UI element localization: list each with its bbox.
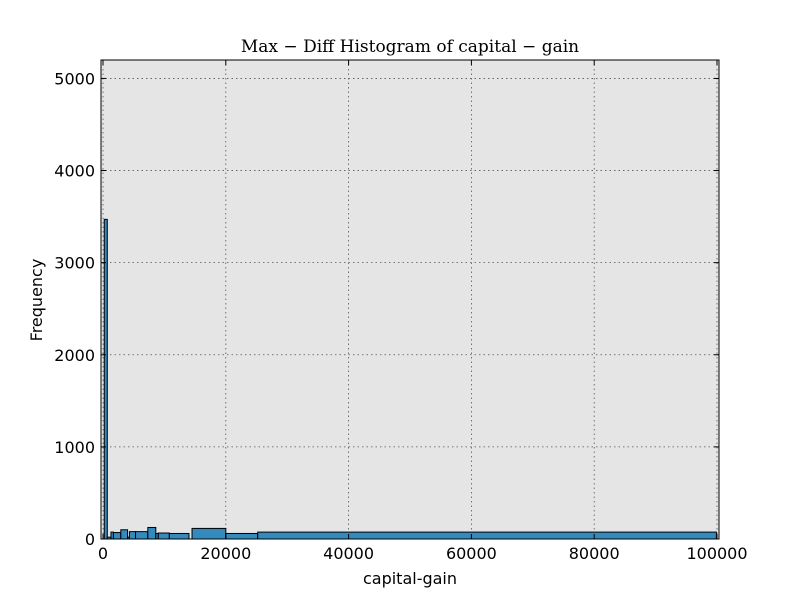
histogram-bar <box>120 529 129 540</box>
tick-marks <box>101 60 719 540</box>
tick-labels: 0 20000 40000 60000 80000 100000 0 1000 2000 3000… <box>54 69 747 563</box>
histogram-bar <box>168 532 190 540</box>
y-tick-label: 4000 <box>54 162 95 181</box>
y-tick-label: 0 <box>85 530 95 549</box>
histogram-bar <box>147 526 157 540</box>
histogram-bar <box>191 527 227 540</box>
plot-area <box>101 60 719 539</box>
x-tick-label: 40000 <box>323 544 374 563</box>
y-tick-label: 5000 <box>54 69 95 88</box>
grid-lines <box>101 60 719 540</box>
x-tick-label: 80000 <box>569 544 620 563</box>
chart-title: Max − Diff Histogram of capital − gain <box>241 37 579 57</box>
histogram-bar <box>103 218 108 540</box>
histogram-bar <box>157 532 170 540</box>
y-tick-label: 2000 <box>54 346 95 365</box>
x-tick-label: 0 <box>98 544 108 563</box>
histogram-bar <box>128 531 137 540</box>
y-axis-label: Frequency <box>27 259 46 342</box>
x-axis-label: capital-gain <box>363 569 457 588</box>
histogram-bar <box>112 532 122 540</box>
histogram-bar <box>135 531 149 540</box>
plot-frame <box>100 59 720 540</box>
y-tick-label: 3000 <box>54 254 95 273</box>
histogram-bar <box>257 531 717 540</box>
y-tick-label: 1000 <box>54 438 95 457</box>
x-tick-label: 20000 <box>200 544 251 563</box>
x-tick-label: 100000 <box>686 544 747 563</box>
histogram-bar <box>225 532 259 540</box>
x-tick-label: 60000 <box>446 544 497 563</box>
